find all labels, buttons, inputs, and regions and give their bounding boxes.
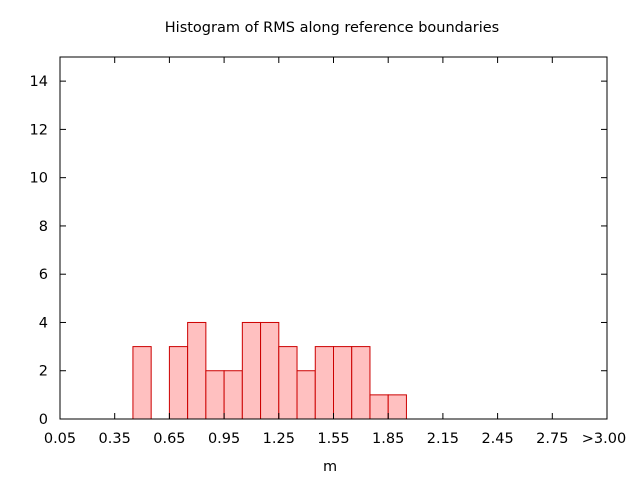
y-axis-ticks: 0 2 4 6 8 10 12 14	[30, 74, 607, 428]
y-tick-label: 0	[39, 412, 48, 428]
histogram-bar	[351, 346, 371, 420]
x-tick-label: 0.95	[208, 431, 240, 447]
histogram-bar	[223, 370, 243, 420]
y-tick-label: 6	[39, 267, 48, 283]
x-tick-label: 1.85	[372, 431, 404, 447]
histogram-bar	[205, 370, 225, 420]
histogram-bar	[260, 321, 280, 420]
histogram-bar	[296, 370, 316, 420]
x-tick-label: 1.25	[263, 431, 295, 447]
histogram-bar	[241, 321, 262, 420]
x-tick-label: 0.35	[99, 431, 131, 447]
y-tick-label: 12	[30, 122, 48, 138]
histogram-bar	[387, 394, 407, 420]
y-tick-label: 10	[30, 171, 48, 187]
y-tick-label: 2	[39, 364, 48, 380]
x-axis-label: m	[323, 459, 337, 475]
plot-frame	[59, 56, 608, 420]
y-tick-label: 14	[30, 74, 48, 90]
x-tick-label: >3.00	[582, 431, 626, 447]
y-tick-label: 4	[39, 315, 48, 331]
x-tick-label: 0.05	[44, 431, 76, 447]
histogram-bar	[168, 346, 189, 420]
histogram-bar	[187, 321, 207, 420]
y-tick-label: 8	[39, 219, 48, 235]
histogram-bar	[369, 394, 389, 420]
chart-title: Histogram of RMS along reference boundar…	[165, 20, 499, 36]
histogram-bar	[314, 346, 334, 420]
x-tick-label: 2.75	[536, 431, 568, 447]
x-tick-label: 1.55	[317, 431, 349, 447]
bars-group	[132, 321, 407, 420]
x-tick-label: 2.15	[427, 431, 459, 447]
histogram-bar	[132, 346, 152, 420]
x-tick-label: 0.65	[153, 431, 185, 447]
histogram-bar	[278, 346, 298, 420]
histogram-bar	[333, 346, 353, 420]
x-tick-label: 2.45	[481, 431, 513, 447]
